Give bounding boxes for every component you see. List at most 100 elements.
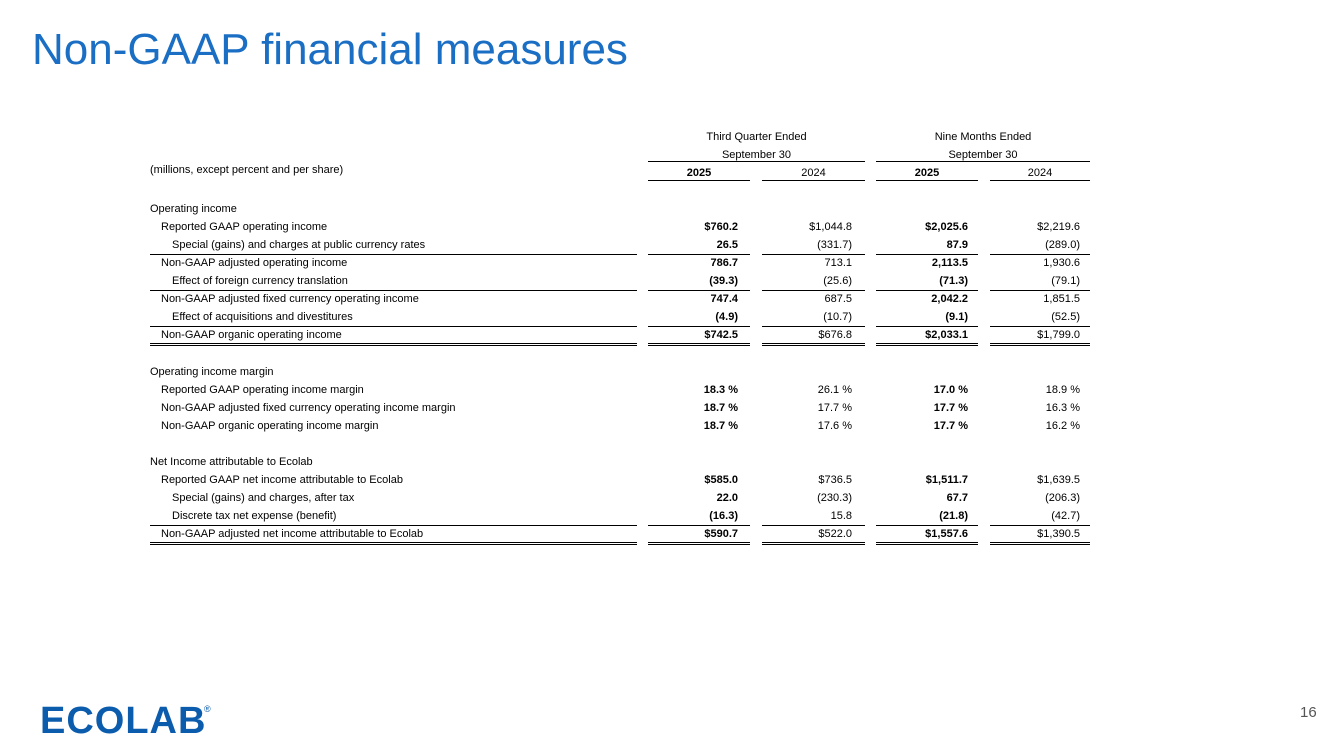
cell-value: $522.0 [818,528,852,540]
cell-value: (4.9) [715,311,738,323]
cell-value: (52.5) [1051,311,1080,323]
rule [990,254,1090,255]
rule [876,343,978,344]
cell-value: 786.7 [710,257,738,269]
cell-value: $2,025.6 [925,221,968,233]
rule [990,343,1090,344]
cell-value: (206.3) [1045,492,1080,504]
cell-value: $2,219.6 [1037,221,1080,233]
rule [648,544,750,545]
cell-value: $585.0 [704,474,738,486]
rule [876,161,1090,162]
rule [990,326,1090,327]
cell-value: $1,390.5 [1037,528,1080,540]
rule [990,180,1090,181]
cell-value: (71.3) [939,275,968,287]
column-header: 2025 [686,167,712,179]
logo: ECOLAB [40,700,207,742]
section-label: Net Income attributable to Ecolab [150,456,313,468]
row-label: Discrete tax net expense (benefit) [172,510,337,522]
rule [150,544,637,545]
cell-value: 15.8 [830,510,852,522]
cell-value: $760.2 [704,221,738,233]
rule [150,254,637,255]
cell-value: (9.1) [945,311,968,323]
cell-value: $742.5 [704,329,738,341]
rule [990,544,1090,545]
cell-value: (16.3) [709,510,738,522]
rule [762,326,865,327]
rule [876,345,978,346]
cell-value: 17.7 % [817,402,852,414]
rule [648,542,750,543]
row-label: Reported GAAP operating income [161,221,328,233]
rule [150,290,637,291]
unit-note: (millions, except percent and per share) [150,164,344,176]
cell-value: (42.7) [1051,510,1080,522]
rule [648,161,865,162]
cell-value: 18.7 % [703,420,738,432]
row-label: Special (gains) and charges, after tax [172,492,355,504]
cell-value: 87.9 [946,239,968,251]
rule [648,290,750,291]
cell-value: $676.8 [818,329,852,341]
row-label: Non-GAAP adjusted fixed currency operati… [161,293,419,305]
rule [648,525,750,526]
row-label: Non-GAAP organic operating income margin [161,420,379,432]
cell-value: $736.5 [818,474,852,486]
cell-value: 22.0 [716,492,738,504]
cell-value: $590.7 [704,528,738,540]
cell-value: (79.1) [1051,275,1080,287]
cell-value: (289.0) [1045,239,1080,251]
cell-value: 18.7 % [703,402,738,414]
row-label: Special (gains) and charges at public cu… [172,239,426,251]
row-label: Non-GAAP organic operating income [161,329,342,341]
cell-value: (331.7) [817,239,852,251]
cell-value: 17.7 % [933,402,968,414]
rule [762,525,865,526]
rule [762,290,865,291]
rule [150,343,637,344]
row-label: Reported GAAP net income attributable to… [161,474,403,486]
section-label: Operating income [150,203,237,215]
column-header: 2024 [801,167,826,179]
rule [990,290,1090,291]
group-header: Nine Months Ended [934,131,1032,143]
rule [150,326,637,327]
cell-value: 747.4 [710,293,738,305]
cell-value: 18.9 % [1045,384,1080,396]
rule [876,290,978,291]
cell-value: 713.1 [824,257,852,269]
cell-value: $1,511.7 [925,474,968,486]
slide-title: Non-GAAP financial measures [32,25,628,74]
rule [150,525,637,526]
rule [648,180,750,181]
rule [876,544,978,545]
cell-value: 16.3 % [1045,402,1080,414]
rule [990,525,1090,526]
cell-value: 67.7 [946,492,968,504]
cell-value: $2,033.1 [925,329,968,341]
cell-value: 18.3 % [703,384,738,396]
cell-value: 687.5 [824,293,852,305]
cell-value: 17.0 % [933,384,968,396]
cell-value: 26.5 [716,239,738,251]
row-label: Non-GAAP adjusted net income attributabl… [161,528,424,540]
cell-value: 2,113.5 [931,257,968,269]
cell-value: (230.3) [817,492,852,504]
rule [990,542,1090,543]
cell-value: $1,799.0 [1037,329,1080,341]
rule [648,254,750,255]
cell-value: 17.6 % [817,420,852,432]
cell-value: 17.7 % [933,420,968,432]
row-label: Non-GAAP adjusted operating income [161,257,348,269]
rule [762,542,865,543]
cell-value: 1,930.6 [1043,257,1080,269]
cell-value: $1,557.6 [925,528,968,540]
group-header: September 30 [948,149,1018,161]
logo-mark: ® [204,704,211,714]
rule [762,180,865,181]
cell-value: 1,851.5 [1043,293,1080,305]
cell-value: (21.8) [939,510,968,522]
rule [990,345,1090,346]
